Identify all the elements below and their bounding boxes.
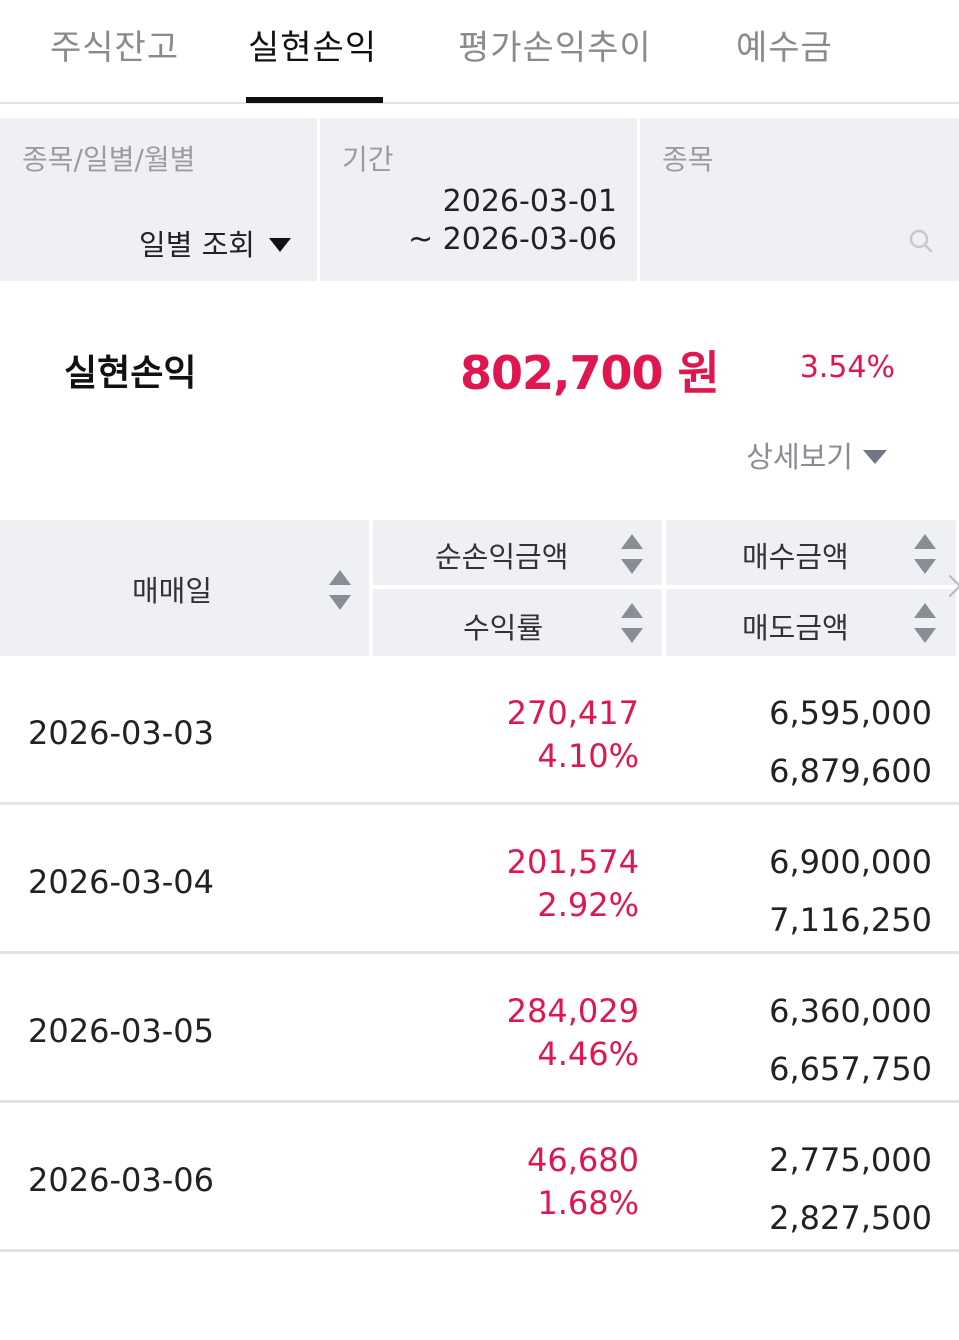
filter-stock-label: 종목: [662, 143, 714, 176]
row-rate: 4.46%: [537, 1035, 639, 1073]
header-rate-label: 수익률: [463, 611, 544, 645]
table-row[interactable]: 2026-03-05 284,029 4.46% 6,360,000 6,657…: [0, 954, 959, 1103]
filter-period-label: 기간: [342, 143, 394, 176]
row-buy: 6,595,000: [769, 694, 932, 732]
row-date: 2026-03-06: [28, 1161, 214, 1199]
row-pnl: 284,029: [506, 992, 639, 1030]
sort-icon[interactable]: [914, 603, 936, 643]
row-buy: 2,775,000: [769, 1141, 932, 1179]
row-date: 2026-03-03: [28, 714, 214, 752]
caret-down-icon: [863, 450, 887, 464]
table-row[interactable]: 2026-03-03 270,417 4.10% 6,595,000 6,879…: [0, 656, 959, 805]
sort-icon[interactable]: [621, 534, 643, 574]
tab-valuation-trend[interactable]: 평가손익추이: [458, 28, 652, 68]
summary-rate: 3.54%: [799, 350, 895, 385]
row-sell: 6,657,750: [769, 1050, 932, 1088]
row-rate: 1.68%: [537, 1184, 639, 1222]
row-rate: 2.92%: [537, 886, 639, 924]
row-buy: 6,360,000: [769, 992, 932, 1030]
table-row[interactable]: 2026-03-04 201,574 2.92% 6,900,000 7,116…: [0, 805, 959, 954]
row-pnl: 270,417: [506, 694, 639, 732]
header-date-label: 매매일: [132, 574, 213, 608]
row-sell: 2,827,500: [769, 1199, 932, 1237]
sort-icon[interactable]: [621, 603, 643, 643]
row-buy: 6,900,000: [769, 843, 932, 881]
tab-stock-balance[interactable]: 주식잔고: [50, 28, 180, 68]
period-start: 2026-03-01: [442, 184, 617, 219]
filter-type-label: 종목/일별/월별: [22, 143, 196, 176]
caret-down-icon: [269, 238, 291, 252]
detail-toggle-button[interactable]: 상세보기: [746, 434, 887, 476]
filter-type-value: 일별 조회: [139, 228, 255, 262]
tab-bar: 주식잔고 실현손익 평가손익추이 예수금: [0, 0, 959, 104]
filter-type[interactable]: 종목/일별/월별 일별 조회: [0, 118, 317, 281]
filter-type-select[interactable]: 일별 조회: [139, 222, 291, 264]
row-rate: 4.10%: [537, 737, 639, 775]
search-icon[interactable]: [908, 228, 934, 254]
row-date: 2026-03-05: [28, 1012, 214, 1050]
sort-icon[interactable]: [914, 534, 936, 574]
summary-amount: 802,700 원: [460, 346, 720, 400]
header-buy-label: 매수금액: [742, 540, 849, 574]
header-sell-label: 매도금액: [742, 611, 849, 645]
row-pnl: 201,574: [506, 843, 639, 881]
summary-label: 실현손익: [64, 353, 197, 394]
row-date: 2026-03-04: [28, 863, 214, 901]
detail-label: 상세보기: [746, 440, 853, 474]
filter-period[interactable]: 기간 2026-03-01 ~ 2026-03-06: [320, 118, 637, 281]
table-row[interactable]: 2026-03-06 46,680 1.68% 2,775,000 2,827,…: [0, 1103, 959, 1252]
row-sell: 6,879,600: [769, 752, 932, 790]
tab-deposit[interactable]: 예수금: [736, 28, 833, 68]
period-end: ~ 2026-03-06: [407, 222, 617, 257]
header-pnl[interactable]: 순손익금액: [373, 520, 662, 585]
row-sell: 7,116,250: [769, 901, 932, 939]
header-date[interactable]: 매매일: [0, 520, 369, 656]
header-pnl-label: 순손익금액: [435, 540, 569, 574]
header-rate[interactable]: 수익률: [373, 589, 662, 656]
row-pnl: 46,680: [527, 1141, 639, 1179]
header-sell[interactable]: 매도금액: [666, 589, 956, 656]
tab-realized-pnl[interactable]: 실현손익: [248, 28, 378, 68]
sort-icon[interactable]: [329, 570, 351, 610]
active-tab-indicator: [246, 97, 383, 103]
filter-stock[interactable]: 종목: [640, 118, 959, 281]
header-buy[interactable]: 매수금액: [666, 520, 956, 585]
